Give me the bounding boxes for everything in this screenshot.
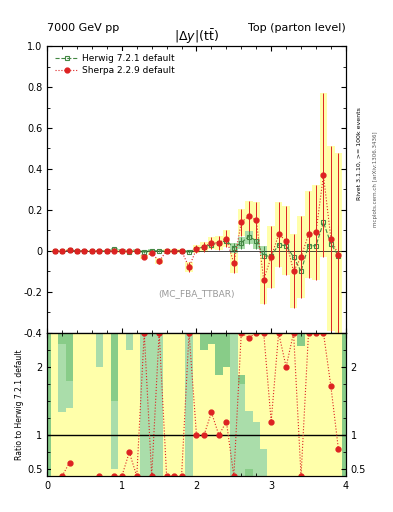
Legend: Herwig 7.2.1 default, Sherpa 2.2.9 default: Herwig 7.2.1 default, Sherpa 2.2.9 defau… [51, 51, 179, 78]
Text: 7000 GeV pp: 7000 GeV pp [47, 23, 119, 33]
Y-axis label: Ratio to Herwig 7.2.1 default: Ratio to Herwig 7.2.1 default [15, 349, 24, 460]
Text: mcplots.cern.ch [arXiv:1306.3436]: mcplots.cern.ch [arXiv:1306.3436] [373, 132, 378, 227]
Text: Top (parton level): Top (parton level) [248, 23, 346, 33]
Text: Rivet 3.1.10, >= 100k events: Rivet 3.1.10, >= 100k events [357, 107, 362, 200]
Text: (MC_FBA_TTBAR): (MC_FBA_TTBAR) [158, 289, 235, 298]
Title: $|\Delta y|(\mathregular{t\bar{t}})$: $|\Delta y|(\mathregular{t\bar{t}})$ [174, 28, 219, 46]
